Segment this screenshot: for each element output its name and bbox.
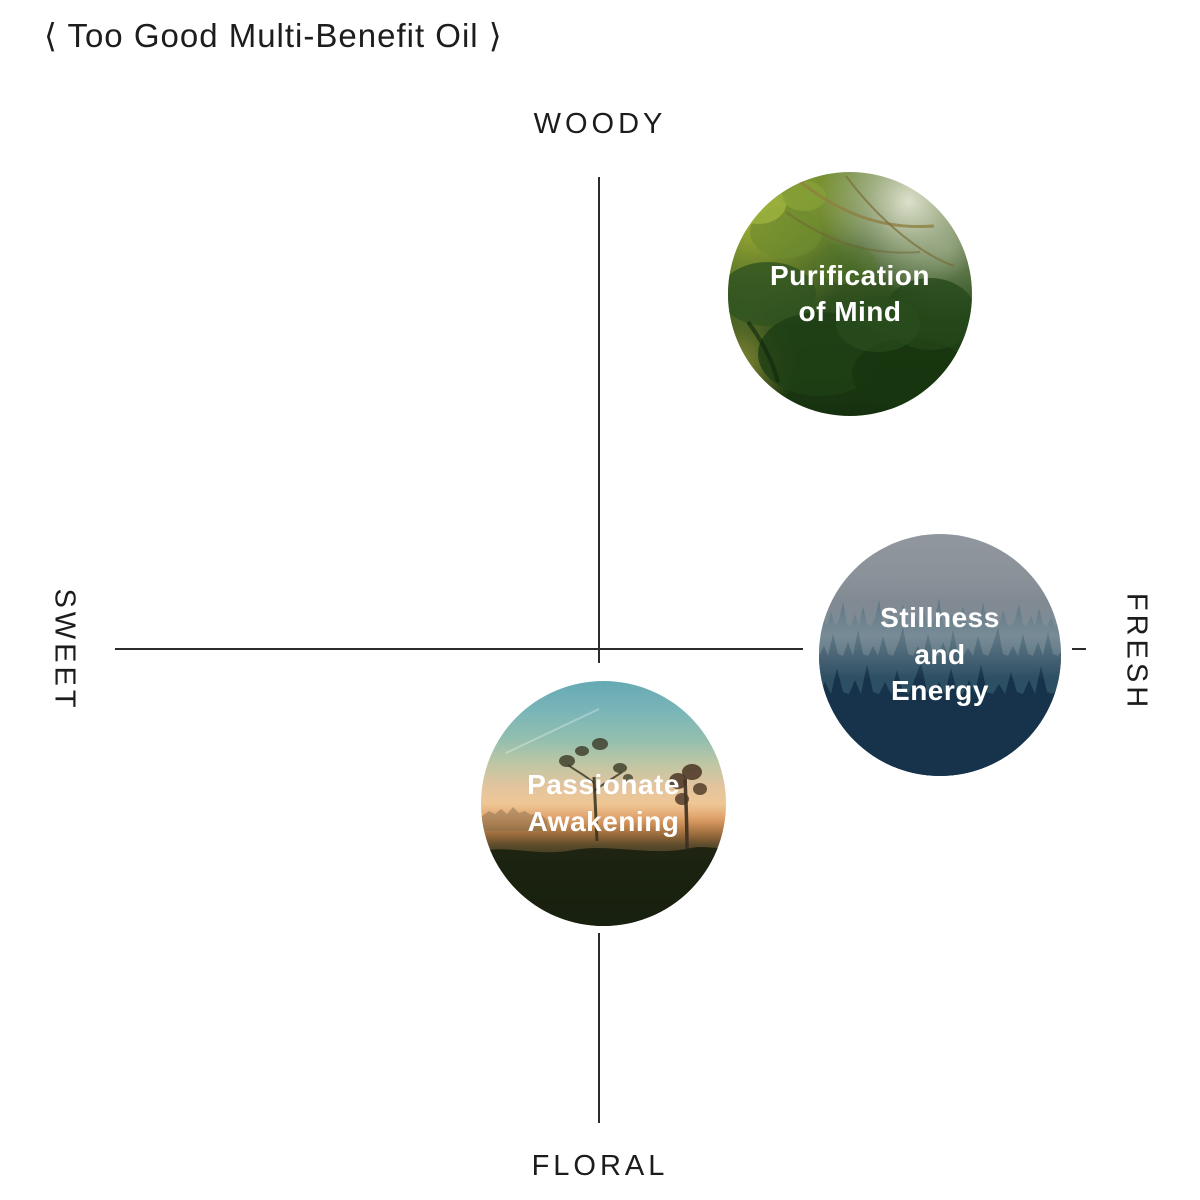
- product-label-line: Awakening: [527, 805, 680, 837]
- axis-label-sweet: SWEET: [48, 588, 81, 712]
- product-circle-stillness-and-energy: Stillness and Energy: [819, 534, 1061, 776]
- product-label-purification-of-mind: Purification of Mind: [728, 172, 972, 416]
- product-label-line: and: [914, 638, 966, 670]
- axis-label-woody: WOODY: [533, 108, 667, 140]
- axis-label-fresh: FRESH: [1120, 592, 1153, 712]
- horizontal-axis-line-right: [1072, 648, 1086, 650]
- sunrise-meadow-photo: [481, 708, 726, 926]
- axis-label-floral: FLORAL: [531, 1150, 669, 1182]
- product-label-line: Energy: [891, 675, 989, 707]
- vertical-axis-line-lower: [598, 933, 600, 1123]
- product-label-passionate-awakening: Passionate Awakening: [481, 681, 726, 926]
- product-label-line: Passionate: [527, 769, 680, 801]
- product-label-line: of Mind: [798, 296, 902, 327]
- page-title: ⟨ Too Good Multi-Benefit Oil ⟩: [44, 17, 503, 54]
- product-label-line: Stillness: [880, 602, 1000, 634]
- horizontal-axis-line-left: [115, 648, 803, 650]
- misty-fir-forest-photo: [819, 598, 1061, 776]
- product-label-stillness-and-energy: Stillness and Energy: [819, 534, 1061, 776]
- product-circle-purification-of-mind: Purification of Mind: [728, 172, 972, 416]
- forest-canopy-photo: [728, 175, 972, 410]
- vertical-axis-line-upper: [598, 177, 600, 663]
- product-circle-passionate-awakening: Passionate Awakening: [481, 681, 726, 926]
- product-label-line: Purification: [769, 259, 930, 291]
